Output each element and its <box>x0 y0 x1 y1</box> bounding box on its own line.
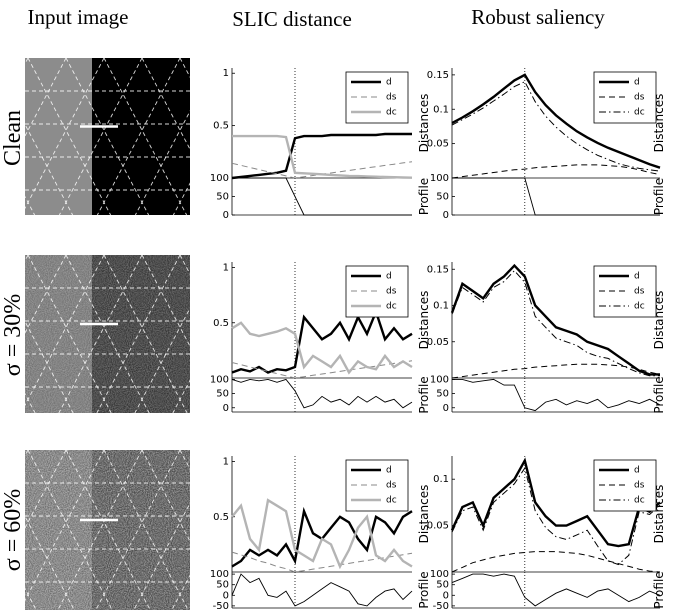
legend-label: dc <box>634 108 645 118</box>
series-line <box>232 361 412 378</box>
lattice-line <box>256 450 340 610</box>
legend-label: ds <box>634 287 645 297</box>
series-line <box>232 136 412 178</box>
lattice-line <box>218 255 301 413</box>
series-line <box>232 312 412 373</box>
y-tick-label: 1 <box>223 68 229 79</box>
y-tick-label: 0 <box>223 210 229 221</box>
y-tick-label: 100 <box>210 569 229 580</box>
legend-label: d <box>386 466 392 476</box>
y-axis-label: Profile <box>652 571 666 608</box>
y-tick-label: 50 <box>436 192 449 203</box>
y-tick-label: 50 <box>436 389 449 400</box>
column-title: Input image <box>28 5 129 29</box>
legend-label: dc <box>386 496 397 506</box>
y-tick-label: 0.1 <box>433 474 449 485</box>
y-tick-label: 0.15 <box>427 70 449 81</box>
series-line <box>232 178 412 215</box>
y-tick-label: 0.15 <box>427 264 449 275</box>
y-axis-label: Distances <box>417 485 431 544</box>
chart: 0 50 100 Profile <box>210 173 431 221</box>
y-tick-label: 0.05 <box>427 521 449 532</box>
y-tick-label: 1 <box>223 263 229 274</box>
chart: 0 50 100 Profile <box>430 173 666 221</box>
image-right <box>92 58 190 215</box>
y-tick-label: 50 <box>216 192 229 203</box>
image-noise <box>25 255 190 413</box>
y-tick-label: 0 <box>223 403 229 414</box>
y-tick-label: 50 <box>216 580 229 591</box>
y-tick-label: 50 <box>216 389 229 400</box>
legend-label: d <box>634 466 640 476</box>
y-tick-label: 0 <box>443 403 449 414</box>
chart: 0 50 100 Profile <box>210 374 431 413</box>
figure: Input image SLIC distance Robust salienc… <box>0 0 675 615</box>
y-tick-label: 0.05 <box>427 139 449 150</box>
y-tick-label: 0.5 <box>213 512 229 523</box>
legend-label: ds <box>634 93 645 103</box>
y-tick-label: -50 <box>213 601 229 612</box>
y-tick-label: -50 <box>433 601 449 612</box>
chart: -50050100 Profile <box>210 569 431 612</box>
lattice-line <box>249 255 332 413</box>
y-tick-label: 100 <box>430 569 449 580</box>
y-tick-label: 0.1 <box>433 104 449 115</box>
legend-label: ds <box>386 481 397 491</box>
series-line <box>232 379 412 407</box>
y-tick-label: 0.5 <box>213 318 229 329</box>
column-title: Robust saliency <box>471 5 605 29</box>
legend-label: dc <box>386 108 397 118</box>
chart: 0 50 100 Profile <box>430 374 666 413</box>
legend-label: d <box>386 272 392 282</box>
legend-label: dc <box>634 496 645 506</box>
series-line <box>232 574 412 606</box>
series-line <box>232 134 412 178</box>
legend-label: ds <box>386 287 397 297</box>
y-axis-label: Profile <box>417 571 431 608</box>
legend-label: d <box>386 78 392 88</box>
image-left <box>25 58 92 215</box>
row-label: σ = 60% <box>0 489 26 571</box>
series-line <box>452 178 660 215</box>
row-label: σ = 30% <box>0 294 26 376</box>
y-tick-label: 100 <box>210 374 229 385</box>
y-axis-label: Profile <box>417 178 431 215</box>
legend-label: dc <box>634 302 645 312</box>
chart: 0.51Distancesddsdc <box>213 68 431 178</box>
y-tick-label: 50 <box>436 580 449 591</box>
series-line <box>452 165 660 178</box>
chart: 0.050.10.15Distancesddsdc <box>427 262 666 378</box>
y-tick-label: 1 <box>223 457 229 468</box>
column-title: SLIC distance <box>232 7 352 31</box>
y-tick-label: 0.05 <box>427 337 449 348</box>
y-tick-label: 100 <box>430 374 449 385</box>
y-tick-label: 0 <box>443 210 449 221</box>
legend-label: dc <box>386 302 397 312</box>
y-tick-label: 0 <box>223 590 229 601</box>
legend-label: d <box>634 78 640 88</box>
y-axis-label: Profile <box>652 376 666 413</box>
legend-label: ds <box>634 481 645 491</box>
row-label: Clean <box>0 110 26 166</box>
chart: 0.5 1 Distances d ds dc <box>213 456 431 572</box>
legend-label: d <box>634 272 640 282</box>
series-line <box>452 379 660 410</box>
y-tick-label: 0.5 <box>213 121 229 132</box>
y-tick-label: 100 <box>430 173 449 184</box>
series-line <box>452 364 660 378</box>
legend-label: ds <box>386 93 397 103</box>
y-axis-label: Profile <box>417 376 431 413</box>
series-line <box>452 574 660 606</box>
y-axis-label: Profile <box>652 178 666 215</box>
image-noise <box>25 450 190 610</box>
y-tick-label: 100 <box>210 173 229 184</box>
y-tick-label: 0 <box>443 590 449 601</box>
y-tick-label: 0.1 <box>433 301 449 312</box>
